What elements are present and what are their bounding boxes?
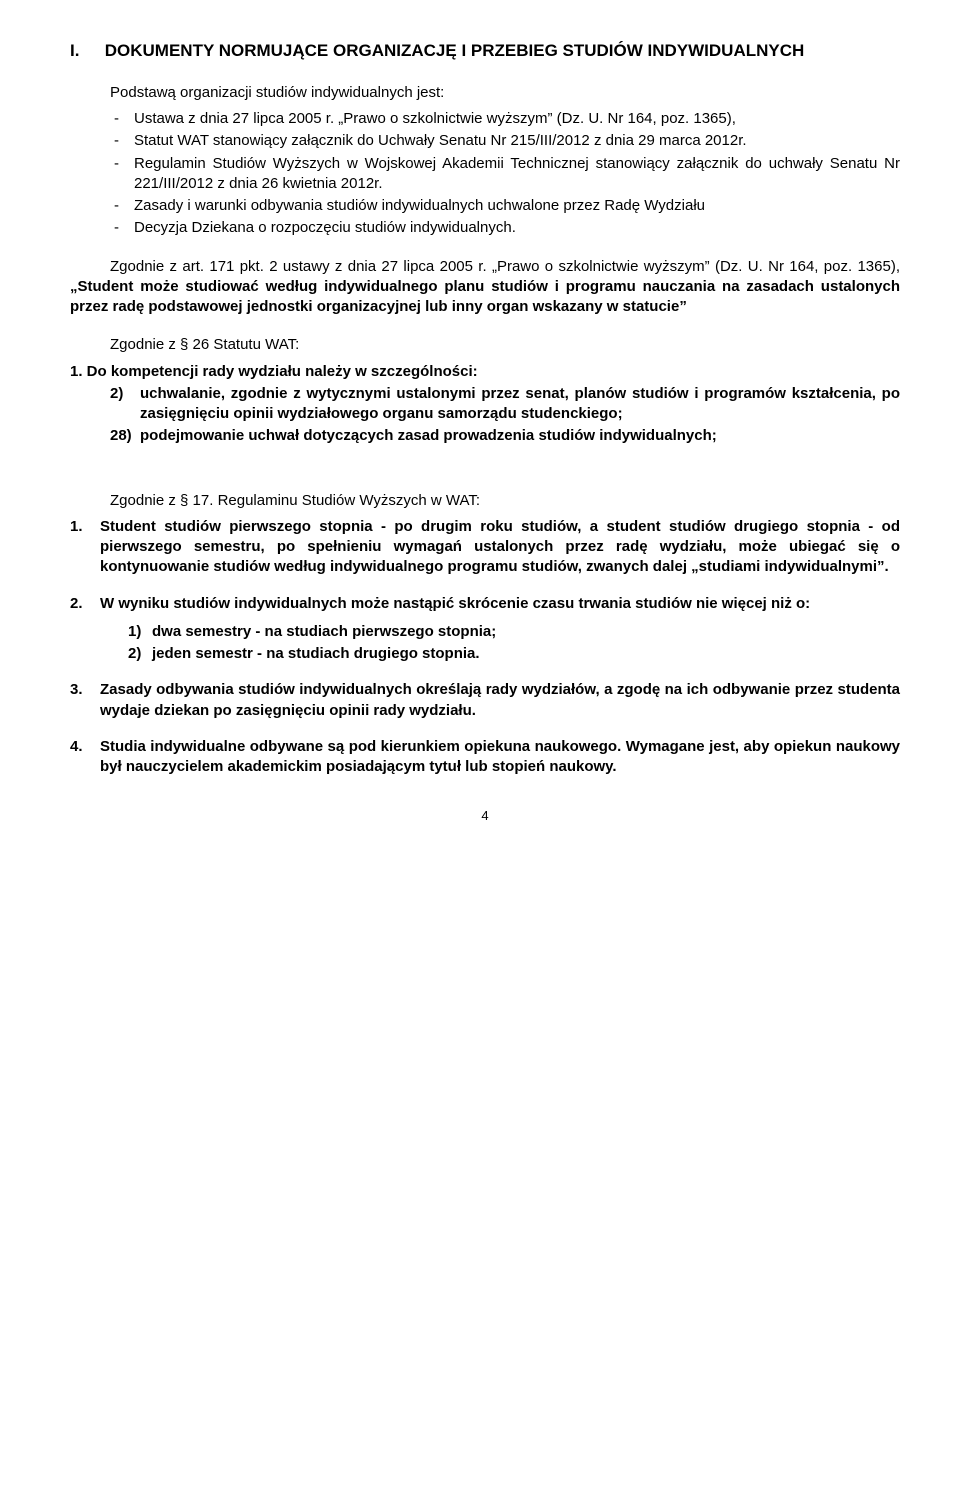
- sub-label: 2): [128, 644, 141, 664]
- item-body: Zasady odbywania studiów indywidualnych …: [100, 681, 900, 718]
- item-label: 28): [110, 426, 132, 446]
- regulation-item: 4. Studia indywidualne odbywane są pod k…: [70, 737, 900, 778]
- competency-item: 28) podejmowanie uchwał dotyczących zasa…: [110, 426, 900, 446]
- item-body: Student studiów pierwszego stopnia - po …: [100, 518, 900, 576]
- sub-item: 2) jeden semestr - na studiach drugiego …: [128, 644, 900, 664]
- title-text: DOKUMENTY NORMUJĄCE ORGANIZACJĘ I PRZEBI…: [105, 40, 885, 63]
- sub-text: dwa semestry - na studiach pierwszego st…: [152, 623, 496, 640]
- competencies-sublist: 2) uchwalanie, zgodnie z wytycznymi usta…: [70, 384, 900, 447]
- regulation-list: 1. Student studiów pierwszego stopnia - …: [70, 517, 900, 778]
- list-item: Regulamin Studiów Wyższych w Wojskowej A…: [110, 154, 900, 195]
- title-roman: I.: [70, 40, 100, 63]
- list-item: Statut WAT stanowiący załącznik do Uchwa…: [110, 131, 900, 151]
- para1-pre: Zgodnie z art. 171 pkt. 2 ustawy z dnia …: [110, 258, 900, 275]
- sub-item: 1) dwa semestry - na studiach pierwszego…: [128, 622, 900, 642]
- section-title: I. DOKUMENTY NORMUJĄCE ORGANIZACJĘ I PRZ…: [70, 40, 900, 63]
- item-label: 2): [110, 384, 123, 404]
- basis-list: Ustawa z dnia 27 lipca 2005 r. „Prawo o …: [70, 109, 900, 239]
- item-number: 2.: [70, 594, 83, 614]
- list-item: Decyzja Dziekana o rozpoczęciu studiów i…: [110, 218, 900, 238]
- list-item: Ustawa z dnia 27 lipca 2005 r. „Prawo o …: [110, 109, 900, 129]
- regulation-sublist: 1) dwa semestry - na studiach pierwszego…: [100, 622, 900, 665]
- regulation-item: 1. Student studiów pierwszego stopnia - …: [70, 517, 900, 578]
- sub-label: 1): [128, 622, 141, 642]
- item-text: uchwalanie, zgodnie z wytycznymi ustalon…: [140, 385, 900, 422]
- competencies-heading: 1. Do kompetencji rady wydziału należy w…: [70, 362, 900, 382]
- item-text: podejmowanie uchwał dotyczących zasad pr…: [140, 427, 717, 444]
- item-number: 3.: [70, 680, 83, 700]
- paragraph-art171: Zgodnie z art. 171 pkt. 2 ustawy z dnia …: [70, 257, 900, 318]
- page-number: 4: [70, 807, 900, 825]
- para1-quote: „Student może studiować według indywidua…: [70, 278, 900, 315]
- intro-line: Podstawą organizacji studiów indywidualn…: [110, 83, 900, 103]
- item-number: 4.: [70, 737, 83, 757]
- item-body: Studia indywidualne odbywane są pod kier…: [100, 738, 900, 775]
- item-body: W wyniku studiów indywidualnych może nas…: [100, 595, 810, 612]
- competency-item: 2) uchwalanie, zgodnie z wytycznymi usta…: [110, 384, 900, 425]
- competencies-heading-block: 1. Do kompetencji rady wydziału należy w…: [70, 362, 900, 447]
- regulation-item: 3. Zasady odbywania studiów indywidualny…: [70, 680, 900, 721]
- regulation-item: 2. W wyniku studiów indywidualnych może …: [70, 594, 900, 665]
- section-26-line: Zgodnie z § 26 Statutu WAT:: [110, 335, 900, 355]
- sub-text: jeden semestr - na studiach drugiego sto…: [152, 645, 480, 662]
- list-item: Zasady i warunki odbywania studiów indyw…: [110, 196, 900, 216]
- item-number: 1.: [70, 517, 83, 537]
- section-17-line: Zgodnie z § 17. Regulaminu Studiów Wyższ…: [110, 491, 900, 511]
